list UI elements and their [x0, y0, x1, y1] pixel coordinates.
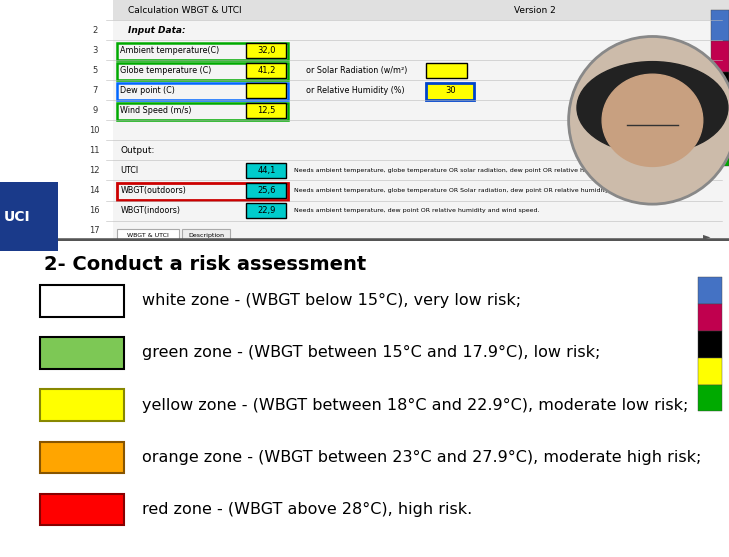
Text: 12,5: 12,5 — [257, 106, 276, 115]
FancyBboxPatch shape — [711, 104, 729, 135]
Text: white zone - (WBGT below 15°C), very low risk;: white zone - (WBGT below 15°C), very low… — [142, 293, 521, 308]
Ellipse shape — [577, 62, 728, 154]
Ellipse shape — [569, 36, 729, 204]
FancyBboxPatch shape — [711, 9, 729, 41]
FancyBboxPatch shape — [246, 163, 286, 178]
FancyBboxPatch shape — [117, 228, 179, 246]
FancyBboxPatch shape — [40, 494, 124, 525]
Text: Version 2: Version 2 — [514, 6, 555, 14]
Text: UCI: UCI — [4, 209, 31, 223]
Text: orange zone - (WBGT between 23°C and 27.9°C), moderate high risk;: orange zone - (WBGT between 23°C and 27.… — [142, 450, 701, 465]
Text: 10: 10 — [90, 126, 100, 135]
FancyBboxPatch shape — [40, 442, 124, 473]
FancyBboxPatch shape — [711, 41, 729, 72]
Text: WBGT(outdoors): WBGT(outdoors) — [120, 186, 186, 195]
FancyBboxPatch shape — [113, 0, 729, 20]
Text: ►: ► — [703, 231, 711, 241]
FancyBboxPatch shape — [246, 183, 286, 198]
Text: Dew point (C): Dew point (C) — [120, 86, 175, 95]
Text: 5: 5 — [92, 66, 98, 75]
Text: 14: 14 — [90, 186, 100, 195]
Text: Wind Speed (m/s): Wind Speed (m/s) — [120, 106, 192, 115]
Text: Output:: Output: — [120, 146, 155, 155]
Text: Ambient temperature(C): Ambient temperature(C) — [120, 46, 219, 55]
Ellipse shape — [602, 74, 703, 167]
FancyBboxPatch shape — [246, 102, 286, 118]
Text: WBGT & UTCI: WBGT & UTCI — [127, 233, 169, 238]
Text: Input Data:: Input Data: — [128, 26, 185, 35]
FancyBboxPatch shape — [426, 83, 474, 100]
FancyBboxPatch shape — [246, 63, 286, 77]
FancyBboxPatch shape — [711, 135, 729, 166]
FancyBboxPatch shape — [698, 331, 722, 358]
FancyBboxPatch shape — [246, 203, 286, 218]
FancyBboxPatch shape — [182, 228, 230, 246]
Text: 12: 12 — [90, 166, 100, 175]
Text: Description: Description — [188, 233, 225, 238]
Text: or Relative Humidity (%): or Relative Humidity (%) — [306, 86, 405, 95]
Text: WBGT(indoors): WBGT(indoors) — [120, 206, 180, 215]
Text: 22,9: 22,9 — [257, 206, 276, 215]
Text: red zone - (WBGT above 28°C), high risk.: red zone - (WBGT above 28°C), high risk. — [142, 502, 472, 517]
FancyBboxPatch shape — [698, 384, 722, 412]
Text: yellow zone - (WBGT between 18°C and 22.9°C), moderate low risk;: yellow zone - (WBGT between 18°C and 22.… — [142, 398, 688, 413]
FancyBboxPatch shape — [426, 63, 467, 77]
FancyBboxPatch shape — [698, 277, 722, 304]
Text: Needs ambient temperature, globe temperature OR Solar radiation, dew point OR re: Needs ambient temperature, globe tempera… — [294, 188, 645, 193]
Text: 30: 30 — [445, 86, 456, 95]
Text: 17: 17 — [90, 226, 100, 235]
FancyBboxPatch shape — [113, 0, 729, 241]
FancyBboxPatch shape — [698, 304, 722, 331]
Text: Globe temperature (C): Globe temperature (C) — [120, 66, 211, 75]
Text: 32,0: 32,0 — [257, 46, 276, 55]
Text: Needs ambient temperature, globe temperature OR solar radiation, dew point OR re: Needs ambient temperature, globe tempera… — [294, 168, 644, 173]
Text: 9: 9 — [92, 106, 98, 115]
Text: 16: 16 — [90, 206, 100, 215]
FancyBboxPatch shape — [246, 82, 286, 97]
Text: Needs ambient temperature, dew point OR relative humidity and wind speed.: Needs ambient temperature, dew point OR … — [294, 208, 539, 213]
FancyBboxPatch shape — [40, 337, 124, 369]
Text: 44,1: 44,1 — [257, 166, 276, 175]
FancyBboxPatch shape — [246, 43, 286, 57]
Text: or Solar Radiation (w/m²): or Solar Radiation (w/m²) — [306, 66, 408, 75]
FancyBboxPatch shape — [698, 358, 722, 384]
Text: 2: 2 — [92, 26, 98, 35]
Text: 2- Conduct a risk assessment: 2- Conduct a risk assessment — [44, 255, 366, 274]
Text: Calculation WBGT & UTCI: Calculation WBGT & UTCI — [128, 6, 241, 14]
FancyBboxPatch shape — [40, 285, 124, 316]
FancyBboxPatch shape — [40, 389, 124, 421]
Text: green zone - (WBGT between 15°C and 17.9°C), low risk;: green zone - (WBGT between 15°C and 17.9… — [142, 345, 601, 360]
Text: UTCI: UTCI — [120, 166, 139, 175]
FancyBboxPatch shape — [711, 72, 729, 104]
Text: 25,6: 25,6 — [257, 186, 276, 195]
Text: 3: 3 — [92, 46, 98, 55]
Text: 11: 11 — [90, 146, 100, 155]
Text: 41,2: 41,2 — [257, 66, 276, 75]
Text: 7: 7 — [92, 86, 98, 95]
